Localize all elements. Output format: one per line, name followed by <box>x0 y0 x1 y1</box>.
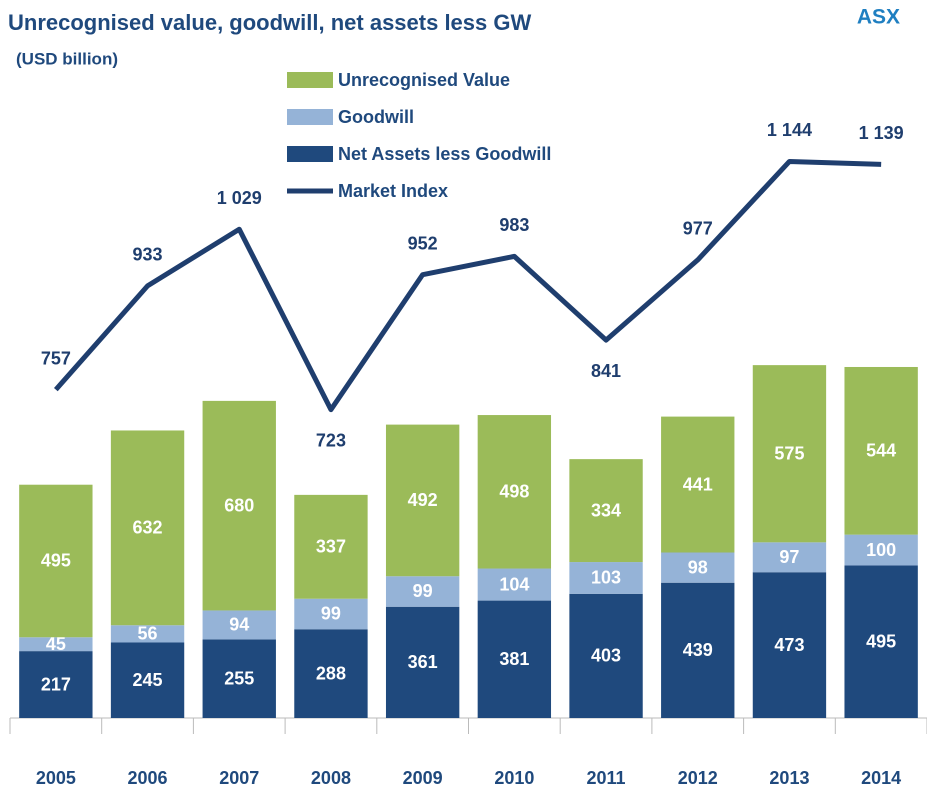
data-label: 99 <box>321 604 341 624</box>
x-tick-label: 2010 <box>494 768 534 788</box>
x-tick-label: 2005 <box>36 768 76 788</box>
bar-segment <box>202 400 276 611</box>
data-label: 98 <box>688 557 708 577</box>
x-tick-label: 2008 <box>311 768 351 788</box>
bar-segment <box>844 565 918 718</box>
x-tick-label: 2009 <box>403 768 443 788</box>
bar-segment <box>202 610 276 640</box>
data-label: 498 <box>499 482 529 502</box>
data-label: 473 <box>774 635 804 655</box>
legend-label: Goodwill <box>338 107 414 127</box>
data-label: 439 <box>683 640 713 660</box>
bar-segment <box>294 494 368 599</box>
chart-subtitle: (USD billion) <box>16 49 118 68</box>
data-label: 217 <box>41 674 71 694</box>
data-label: 575 <box>774 443 804 463</box>
bar-segment <box>19 651 93 718</box>
bar-segment <box>844 534 918 566</box>
bar-segment <box>294 598 368 630</box>
bar-segment <box>752 542 827 573</box>
line-label: 757 <box>41 348 71 368</box>
line-label: 1 029 <box>217 188 262 208</box>
bar-segment <box>661 416 735 553</box>
line-label: 977 <box>683 219 713 239</box>
bar-segment <box>661 582 735 718</box>
data-label: 100 <box>866 540 896 560</box>
data-label: 103 <box>591 568 621 588</box>
bar-segment <box>752 365 827 543</box>
bar-segment <box>844 366 918 535</box>
bar-segment <box>569 562 643 594</box>
bar-segment <box>752 572 827 718</box>
chart-title: Unrecognised value, goodwill, net assets… <box>8 10 531 35</box>
x-tick-label: 2014 <box>861 768 901 788</box>
legend-label: Net Assets less Goodwill <box>338 144 551 164</box>
data-label: 495 <box>866 631 896 651</box>
legend-swatch <box>287 109 333 125</box>
data-label: 361 <box>408 652 438 672</box>
x-tick-label: 2012 <box>678 768 718 788</box>
data-label: 288 <box>316 663 346 683</box>
bar-segment <box>477 415 552 569</box>
legend-label: Unrecognised Value <box>338 70 510 90</box>
line-label: 933 <box>133 245 163 265</box>
bar-segment <box>477 568 552 601</box>
annotation: ASX <box>857 6 900 29</box>
data-label: 94 <box>229 615 249 635</box>
data-label: 492 <box>408 490 438 510</box>
bar-segment <box>294 629 368 718</box>
x-tick-label: 2006 <box>128 768 168 788</box>
line-label: 1 144 <box>767 120 812 140</box>
line-label: 952 <box>408 233 438 253</box>
line-label: 983 <box>499 215 529 235</box>
bar-segment <box>569 593 643 718</box>
legend-label: Market Index <box>338 181 448 201</box>
data-label: 680 <box>224 495 254 515</box>
line-label: 723 <box>316 430 346 450</box>
bar-segment <box>569 459 643 563</box>
bar-segment <box>110 430 185 626</box>
bar-segment <box>202 639 276 718</box>
data-label: 495 <box>41 551 71 571</box>
data-label: 97 <box>779 547 799 567</box>
data-label: 99 <box>413 581 433 601</box>
bar-segment <box>19 484 93 638</box>
bar-segment <box>385 576 460 607</box>
data-label: 337 <box>316 537 346 557</box>
line-label: 1 139 <box>859 123 904 143</box>
bar-segment <box>110 625 185 643</box>
data-label: 104 <box>499 574 529 594</box>
bar-segment <box>385 606 460 718</box>
x-tick-label: 2007 <box>219 768 259 788</box>
line <box>53 158 882 413</box>
line-label: 841 <box>591 361 621 381</box>
data-label: 56 <box>138 624 158 644</box>
bar-segment <box>19 637 93 652</box>
data-label: 403 <box>591 646 621 666</box>
data-label: 381 <box>499 649 529 669</box>
x-tick-label: 2011 <box>587 768 626 788</box>
x-tick-label: 2013 <box>769 768 809 788</box>
legend-swatch <box>287 72 333 88</box>
bar-segment <box>385 424 460 577</box>
bar-segment <box>110 642 185 718</box>
data-label: 544 <box>866 441 896 461</box>
data-label: 441 <box>683 474 713 494</box>
data-label: 45 <box>46 634 66 654</box>
data-label: 334 <box>591 500 621 520</box>
data-label: 245 <box>133 670 163 690</box>
data-label: 632 <box>133 518 163 538</box>
bar-segment <box>477 600 552 718</box>
legend-swatch <box>287 146 333 162</box>
bar-segment <box>661 552 735 583</box>
data-label: 255 <box>224 668 254 688</box>
